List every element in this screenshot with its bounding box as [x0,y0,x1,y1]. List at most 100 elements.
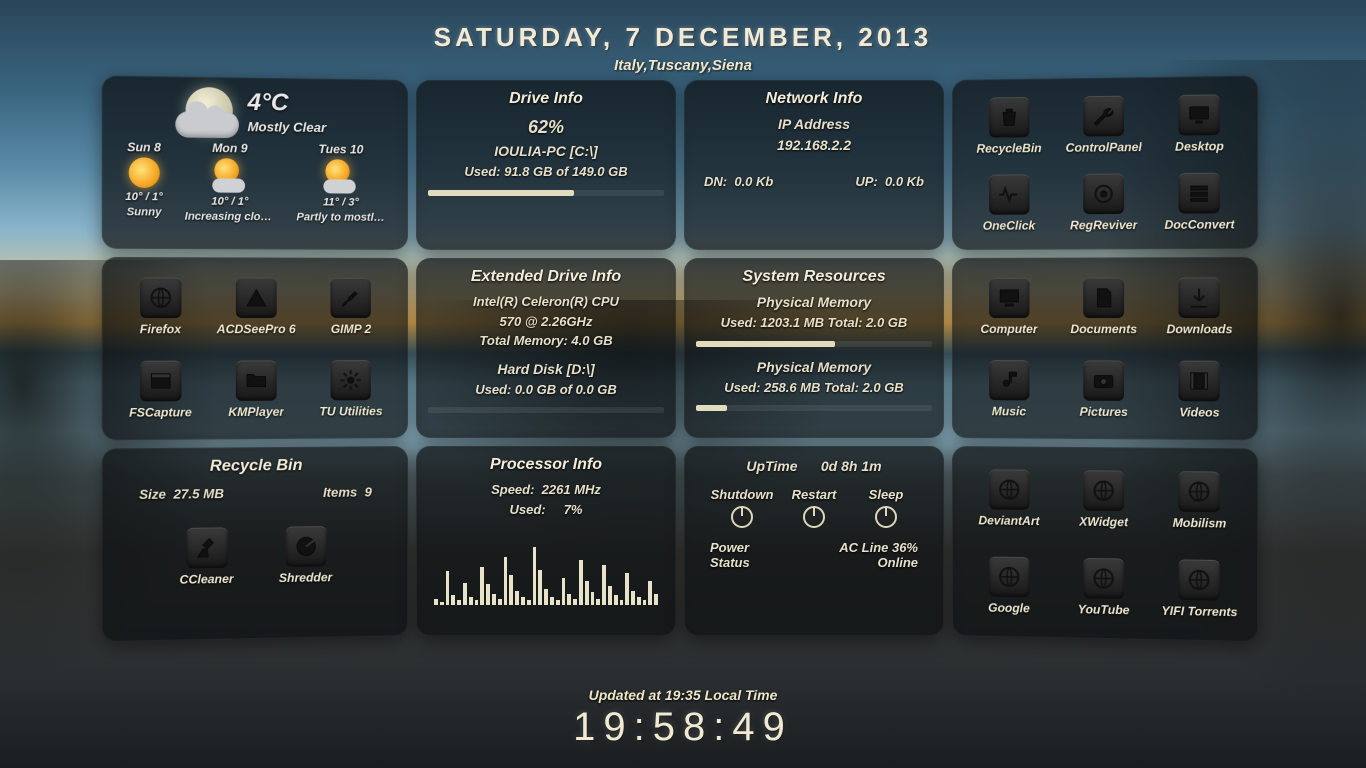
system-resources-panel[interactable]: System Resources Physical Memory Used: 1… [684,258,944,438]
sun-icon [129,157,160,188]
launcher-label: YouTube [1078,602,1130,617]
date-line: SATURDAY, 7 DECEMBER, 2013 [0,22,1366,53]
ccleaner-launcher[interactable]: CCleaner [159,511,255,604]
launcher-label: ACDSeePro 6 [217,322,296,336]
pulse-icon [989,174,1029,214]
clock: 19:58:49 [0,705,1366,750]
launcher-label: KMPlayer [228,405,284,419]
xwidget-launcher[interactable]: XWidget [1058,457,1149,542]
panel-title: Network Info [696,90,932,108]
recycle-panel[interactable]: Recycle Bin Size 27.5 MB Items 9 CCleane… [102,446,408,642]
doc-icon [1083,278,1124,318]
panel-title: Recycle Bin [114,456,396,477]
launcher-label: Shredder [279,570,332,585]
shred-icon [285,526,326,567]
utilities-launcher: RecycleBin ControlPanel Desktop OneClick Reg… [952,76,1258,250]
drive-percent: 62% [428,114,664,141]
window-icon [140,361,181,402]
globe-icon [1083,557,1124,598]
shutdown-button[interactable]: Shutdown [706,487,778,528]
drive-info-panel[interactable]: Drive Info 62% IOULIA-PC [C:\] Used: 91.… [416,80,676,250]
broom-icon [186,527,227,568]
yifi-torrents-launcher[interactable]: YIFI Torrents [1153,546,1245,632]
header: SATURDAY, 7 DECEMBER, 2013 Italy,Tuscany… [0,22,1366,74]
hd-bar [428,407,664,413]
kmplayer-launcher[interactable]: KMPlayer [211,350,302,429]
firefox-launcher[interactable]: Firefox [114,267,206,346]
globe-icon [1179,559,1220,600]
uptime-panel[interactable]: UpTime 0d 8h 1m Shutdown Restart Sleep P… [684,446,944,636]
target-icon [1083,173,1124,214]
launcher-label: Videos [1179,405,1219,419]
updated-label: Updated at 19:35 Local Time [0,687,1366,703]
globe-icon [989,556,1029,597]
apps-launcher: Firefox ACDSeePro 6 GIMP 2 FSCapture KMPlaye… [102,257,408,440]
launcher-label: Firefox [140,322,181,336]
controlpanel-launcher[interactable]: ControlPanel [1058,87,1149,162]
launcher-label: Documents [1070,322,1137,336]
trash-icon [989,96,1029,137]
sleep-button[interactable]: Sleep [850,487,922,528]
youtube-launcher[interactable]: YouTube [1058,544,1149,629]
panel-title: Processor Info [428,456,664,474]
mobilism-launcher[interactable]: Mobilism [1153,458,1245,543]
drive-bar [428,190,664,196]
fscapture-launcher[interactable]: FSCapture [114,350,206,430]
acdseepro-6-launcher[interactable]: ACDSeePro 6 [211,267,302,346]
widget-grid: 4°C Mostly Clear Sun 810° / 1°SunnyMon 9… [108,80,1258,642]
music-launcher[interactable]: Music [964,350,1054,429]
documents-launcher[interactable]: Documents [1058,267,1149,346]
tu-utilities-launcher[interactable]: TU Utilities [306,350,396,429]
docconvert-launcher[interactable]: DocConvert [1153,164,1245,239]
pc-icon [989,278,1029,318]
panel-title: Drive Info [428,90,664,108]
weather-panel[interactable]: 4°C Mostly Clear Sun 810° / 1°SunnyMon 9… [102,76,408,250]
downloads-launcher[interactable]: Downloads [1153,267,1245,346]
recyclebin-launcher[interactable]: RecycleBin [964,89,1054,163]
processor-panel[interactable]: Processor Info Speed: 2261 MHz Used: 7% [416,446,676,636]
launcher-label: Desktop [1175,139,1224,154]
deviantart-launcher[interactable]: DeviantArt [964,456,1054,540]
network-panel[interactable]: Network Info IP Address 192.168.2.2 DN: … [684,80,944,250]
videos-launcher[interactable]: Videos [1153,350,1245,430]
google-launcher[interactable]: Google [964,543,1054,628]
note-icon [989,360,1029,400]
extended-drive-panel[interactable]: Extended Drive Info Intel(R) Celeron(R) … [416,258,676,438]
restart-button[interactable]: Restart [778,487,850,528]
launcher-label: RecycleBin [976,141,1041,156]
wrench-icon [1083,95,1124,136]
computer-launcher[interactable]: Computer [964,268,1054,346]
brush-icon [331,278,371,318]
down-icon [1179,277,1220,318]
gear-icon [331,360,371,400]
camera-icon [1083,360,1124,401]
current-cond: Mostly Clear [247,119,326,135]
launcher-label: DeviantArt [978,513,1039,528]
shredder-launcher[interactable]: Shredder [258,510,352,602]
moon-icon [186,87,233,134]
launcher-label: RegReviver [1070,217,1137,232]
suncloud-icon [212,158,247,193]
launcher-label: Music [992,404,1026,418]
suncloud-icon [324,159,358,193]
launcher-label: DocConvert [1164,217,1234,232]
globe-icon [989,469,1029,510]
launcher-label: XWidget [1079,514,1128,529]
launcher-label: Computer [980,322,1037,336]
gimp-2-launcher[interactable]: GIMP 2 [306,268,396,346]
oneclick-launcher[interactable]: OneClick [964,166,1054,240]
desktop-launcher[interactable]: Desktop [1153,86,1245,161]
regreviver-launcher[interactable]: RegReviver [1058,165,1149,239]
power-icon [875,506,897,528]
forecast-day: Mon 910° / 1°Increasing clou… [185,140,275,226]
forecast-day: Sun 810° / 1°Sunny [125,139,163,225]
launcher-label: OneClick [983,218,1035,232]
launcher-label: Google [988,600,1030,615]
pictures-launcher[interactable]: Pictures [1058,350,1149,429]
launcher-label: GIMP 2 [331,322,372,336]
panel-title: System Resources [696,268,932,286]
ip-value: 192.168.2.2 [696,135,932,156]
launcher-label: CCleaner [180,572,234,587]
weblinks-launcher: DeviantArt XWidget Mobilism Google YouTube YI… [952,446,1258,642]
folder-icon [236,360,277,401]
